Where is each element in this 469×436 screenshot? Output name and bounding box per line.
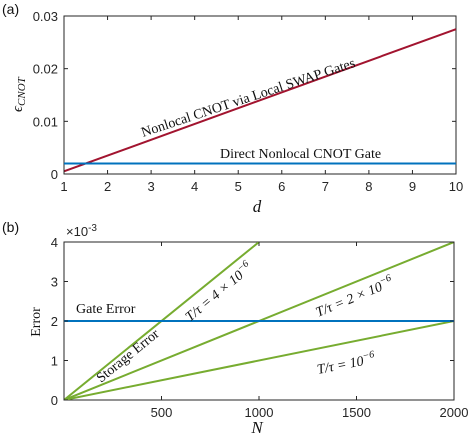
panel-a-label: (a) [2, 1, 19, 17]
series-line-a-0 [64, 28, 456, 173]
series-label-2e-6: T/τ = 2 × 10−6 [313, 273, 396, 321]
panel-a-axes-box [63, 15, 457, 175]
series-line-b-2 [64, 320, 454, 400]
y-tick-label: 1 [51, 354, 58, 369]
panel-b-exponent: ×10-3 [66, 223, 97, 239]
panel-a-xlabel: d [253, 197, 262, 216]
x-tick-label: 1 [60, 179, 67, 194]
x-tick-label: 2 [104, 179, 111, 194]
panel-b-xlabel: N [250, 418, 264, 436]
x-tick-label: 4 [191, 179, 198, 194]
x-tick-label: 9 [409, 179, 416, 194]
x-tick-label: 2000 [440, 405, 469, 420]
x-tick-label: 1500 [342, 405, 371, 420]
y-tick-label: 3 [51, 275, 58, 290]
panel-b-label: (b) [2, 219, 19, 235]
x-tick-label: 7 [322, 179, 329, 194]
panel-b-ylabel: Error [29, 307, 44, 337]
x-tick-label: 3 [147, 179, 154, 194]
x-tick-label: 6 [278, 179, 285, 194]
panel-b-exponent-base: ×10 [66, 224, 88, 239]
y-tick-label: 2 [51, 314, 58, 329]
panel-b: (b) ×10-3 500 1000 1500 2000 0 1 2 3 4 N Error G… [2, 219, 468, 436]
y-tick-label: 0.03 [33, 9, 58, 24]
y-tick-label: 0 [51, 393, 58, 408]
series-label-1e-6-power: −6 [362, 349, 376, 362]
panel-a-ylabel: ϵCNOT [10, 76, 28, 112]
series-label-2e-6-power: −6 [378, 273, 393, 288]
series-label-4e-6: T/τ = 4 × 10−6 [181, 258, 256, 325]
x-tick-label: 1000 [245, 405, 274, 420]
series-label-1e-6-base: T/τ = 10 [316, 354, 365, 378]
y-tick-label: 0.01 [33, 114, 58, 129]
series-label-direct: Direct Nonlocal CNOT Gate [220, 147, 381, 162]
y-tick-label: 4 [51, 235, 58, 250]
y-tick-label: 0 [51, 167, 58, 182]
gate-error-label: Gate Error [76, 302, 136, 317]
x-tick-label: 5 [235, 179, 242, 194]
x-tick-label: 10 [449, 179, 463, 194]
series-label-swap: Nonlocal CNOT via Local SWAP Gates [140, 56, 358, 141]
x-tick-label: 8 [365, 179, 372, 194]
panel-a: (a) 1 2 3 4 5 6 7 8 9 10 0 0.01 0.02 0.03 d ϵCNOT Non… [2, 1, 463, 216]
panel-a-ylabel-main: ϵ [10, 105, 26, 112]
panel-a-ylabel-sub: CNOT [16, 76, 28, 106]
series-label-2e-6-base: T/τ = 2 × 10 [314, 280, 385, 321]
x-tick-label: 500 [151, 405, 173, 420]
panel-b-exponent-power: -3 [88, 223, 97, 234]
storage-error-label: Storage Error [94, 327, 163, 387]
series-label-1e-6: T/τ = 10−6 [315, 349, 376, 378]
y-tick-label: 0.02 [33, 62, 58, 77]
